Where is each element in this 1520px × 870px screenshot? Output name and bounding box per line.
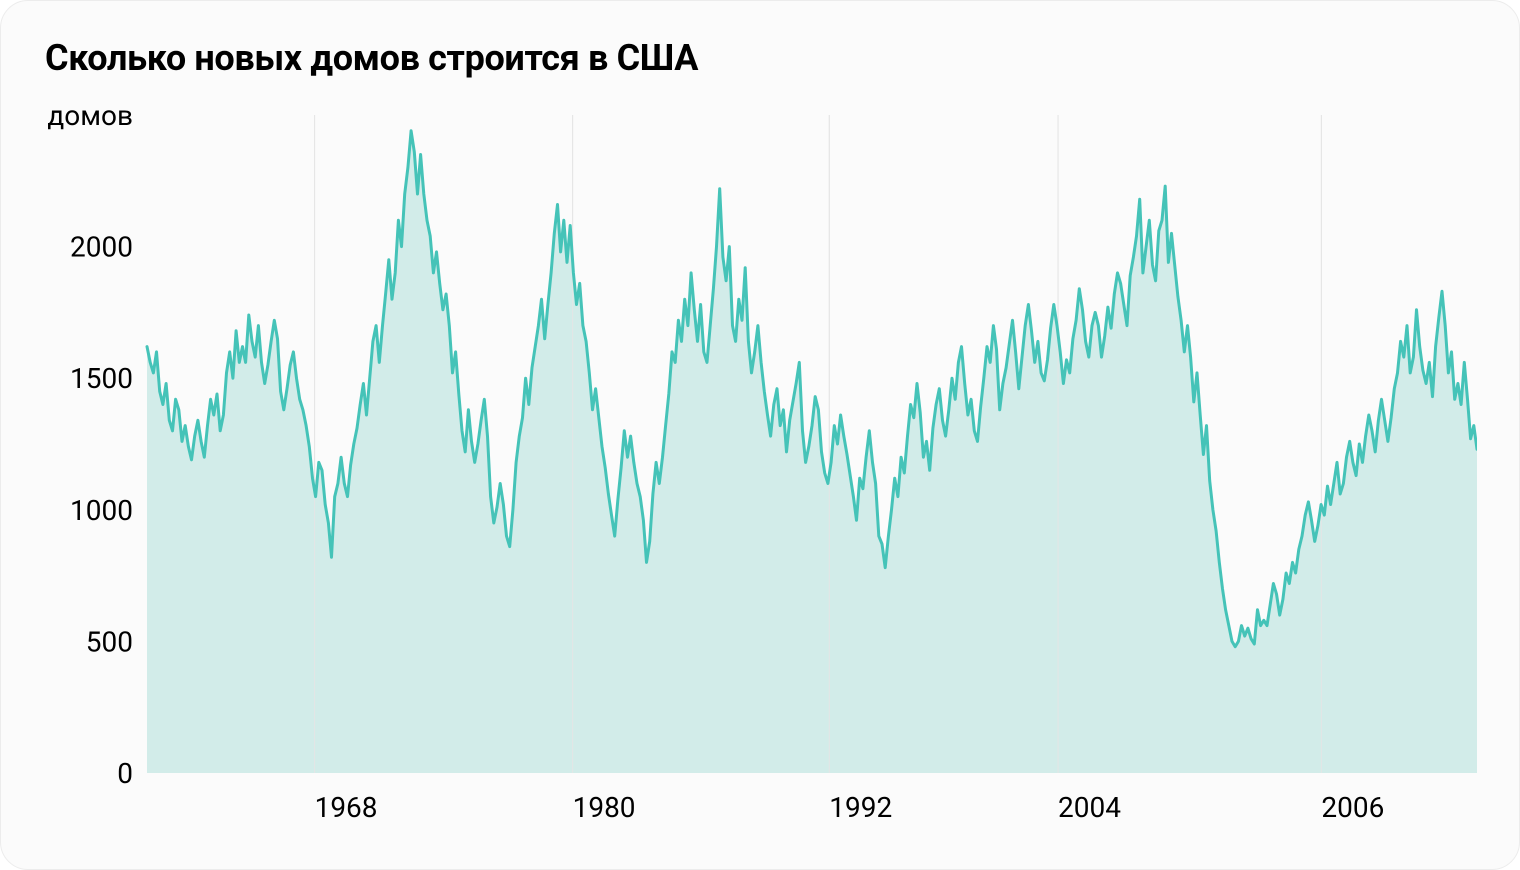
x-tick-label: 2004 — [1058, 791, 1121, 824]
y-tick-label: 2500 домов — [45, 103, 133, 132]
x-tick-label: 1992 — [829, 791, 892, 824]
x-tick-label: 1980 — [573, 791, 636, 824]
chart-title: Сколько новых домов строится в США — [45, 37, 1475, 79]
y-tick-label: 1500 — [70, 362, 133, 395]
chart-plot-area: 0 500 1000 1500 2000 2500 домов 1968 1980 1992 20… — [45, 103, 1475, 843]
y-tick-label: 1000 — [70, 494, 133, 527]
y-tick-label: 0 — [117, 757, 133, 790]
y-tick-label: 500 — [86, 625, 133, 658]
x-tick-label: 1968 — [315, 791, 378, 824]
area-fill — [147, 131, 1477, 773]
area-chart-svg: 0 500 1000 1500 2000 2500 домов 1968 1980 1992 20… — [45, 103, 1477, 843]
x-tick-label: 2006 — [1321, 791, 1384, 824]
y-tick-label: 2000 — [70, 231, 133, 264]
chart-card: Сколько новых домов строится в США 0 500 1… — [0, 0, 1520, 870]
